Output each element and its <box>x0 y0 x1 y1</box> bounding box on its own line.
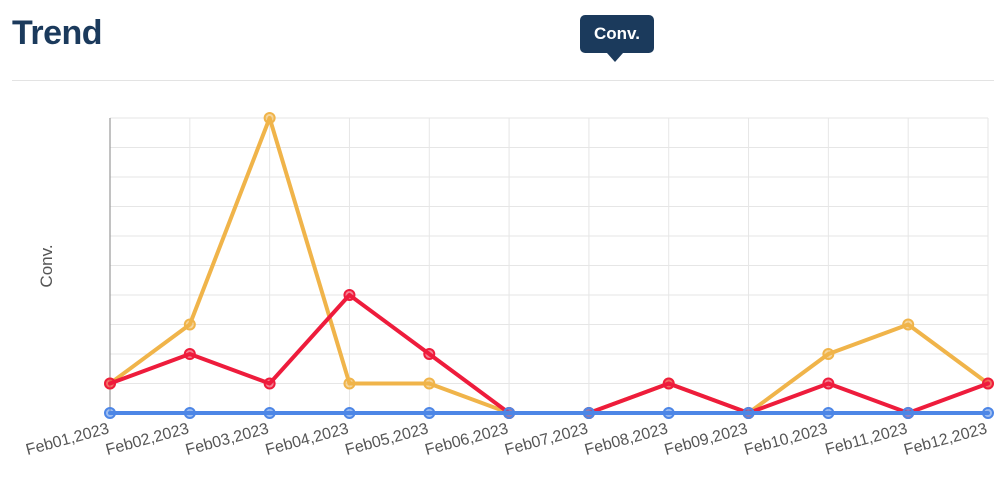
series-2-point[interactable] <box>423 348 436 360</box>
chart-grid <box>109 117 989 414</box>
series-2-point[interactable] <box>662 377 675 390</box>
series-3-point[interactable] <box>503 407 516 419</box>
series-3-point[interactable] <box>423 407 436 419</box>
x-tick-labels: Feb01,2023Feb02,2023Feb03,2023Feb04,2023… <box>24 420 989 459</box>
series-1-point[interactable] <box>423 377 436 390</box>
series-3-point[interactable] <box>822 407 835 419</box>
series-tooltip: Conv. <box>580 15 654 62</box>
series-1-point[interactable] <box>183 318 196 331</box>
series-2-point[interactable] <box>104 377 116 390</box>
series-3-point[interactable] <box>263 407 276 419</box>
x-tick-label: Feb08,2023 <box>583 420 670 459</box>
series-3-point[interactable] <box>662 407 675 419</box>
series-1-point[interactable] <box>343 377 356 390</box>
x-tick-label: Feb09,2023 <box>663 420 750 459</box>
series-3-point[interactable] <box>343 407 356 419</box>
title-divider <box>12 80 994 81</box>
x-tick-label: Feb06,2023 <box>423 420 510 459</box>
x-tick-label: Feb07,2023 <box>503 420 590 459</box>
x-tick-label: Feb03,2023 <box>184 420 271 459</box>
series-3-point[interactable] <box>104 407 116 419</box>
series-3-point[interactable] <box>742 407 755 419</box>
series-2-point[interactable] <box>982 377 994 390</box>
series-1-point[interactable] <box>263 112 276 124</box>
series-2-point[interactable] <box>183 348 196 360</box>
series-1-point[interactable] <box>822 348 835 360</box>
chart-series <box>104 112 994 419</box>
series-2-point[interactable] <box>343 289 356 301</box>
y-axis-label: Conv. <box>37 244 56 287</box>
series-3-point[interactable] <box>982 407 994 419</box>
x-tick-label: Feb11,2023 <box>823 420 909 458</box>
series-2-point[interactable] <box>263 377 276 390</box>
x-tick-label: Feb05,2023 <box>343 420 430 459</box>
series-1-point[interactable] <box>902 318 915 331</box>
x-tick-label: Feb12,2023 <box>902 420 989 459</box>
x-tick-label: Feb10,2023 <box>743 420 830 459</box>
series-3-point[interactable] <box>902 407 915 419</box>
series-3-point[interactable] <box>582 407 595 419</box>
x-tick-label: Feb01,2023 <box>24 420 111 459</box>
series-3-point[interactable] <box>183 407 196 419</box>
x-tick-label: Feb02,2023 <box>104 420 191 459</box>
page-title: Trend <box>12 14 103 52</box>
series-2-point[interactable] <box>822 377 835 390</box>
x-tick-label: Feb04,2023 <box>264 420 351 459</box>
